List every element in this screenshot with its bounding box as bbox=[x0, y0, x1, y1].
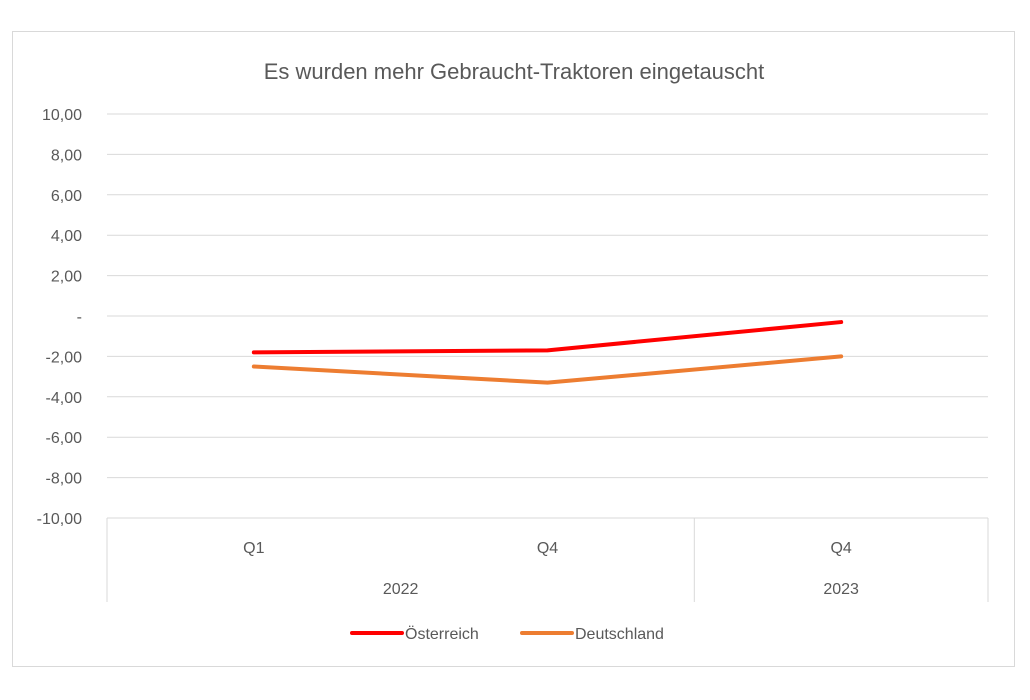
y-tick-label: 2,00 bbox=[51, 269, 82, 286]
y-tick-label: 8,00 bbox=[51, 147, 82, 164]
y-tick-label: 4,00 bbox=[51, 228, 82, 245]
series-line-deutschland bbox=[251, 354, 844, 385]
y-tick-label: - bbox=[77, 309, 82, 326]
legend-label: Österreich bbox=[405, 625, 479, 643]
x-tick-label: Q4 bbox=[830, 540, 851, 557]
x-group-label: 2022 bbox=[383, 581, 419, 598]
legend: Österreich Deutschland bbox=[350, 625, 664, 643]
y-tick-label: -6,00 bbox=[46, 430, 83, 447]
x-axis: Q1 Q4 Q4 2022 2023 bbox=[106, 518, 989, 602]
y-tick-label: -2,00 bbox=[46, 349, 83, 366]
series-line--sterreich bbox=[251, 320, 844, 355]
chart-title: Es wurden mehr Gebraucht-Traktoren einge… bbox=[264, 59, 765, 84]
series-lines bbox=[251, 320, 844, 385]
y-tick-label: -8,00 bbox=[46, 471, 83, 488]
x-group-label: 2023 bbox=[823, 581, 859, 598]
x-tick-label: Q4 bbox=[537, 540, 558, 557]
x-tick-label: Q1 bbox=[243, 540, 264, 557]
y-axis-ticks: 10,00 8,00 6,00 4,00 2,00 - -2,00 -4,00 -6,00 -8,… bbox=[37, 107, 82, 528]
legend-label: Deutschland bbox=[575, 626, 664, 643]
gridlines bbox=[107, 113, 988, 519]
y-tick-label: 10,00 bbox=[42, 107, 82, 124]
y-tick-label: -4,00 bbox=[46, 390, 83, 407]
y-tick-label: 6,00 bbox=[51, 188, 82, 205]
y-tick-label: -10,00 bbox=[37, 511, 82, 528]
